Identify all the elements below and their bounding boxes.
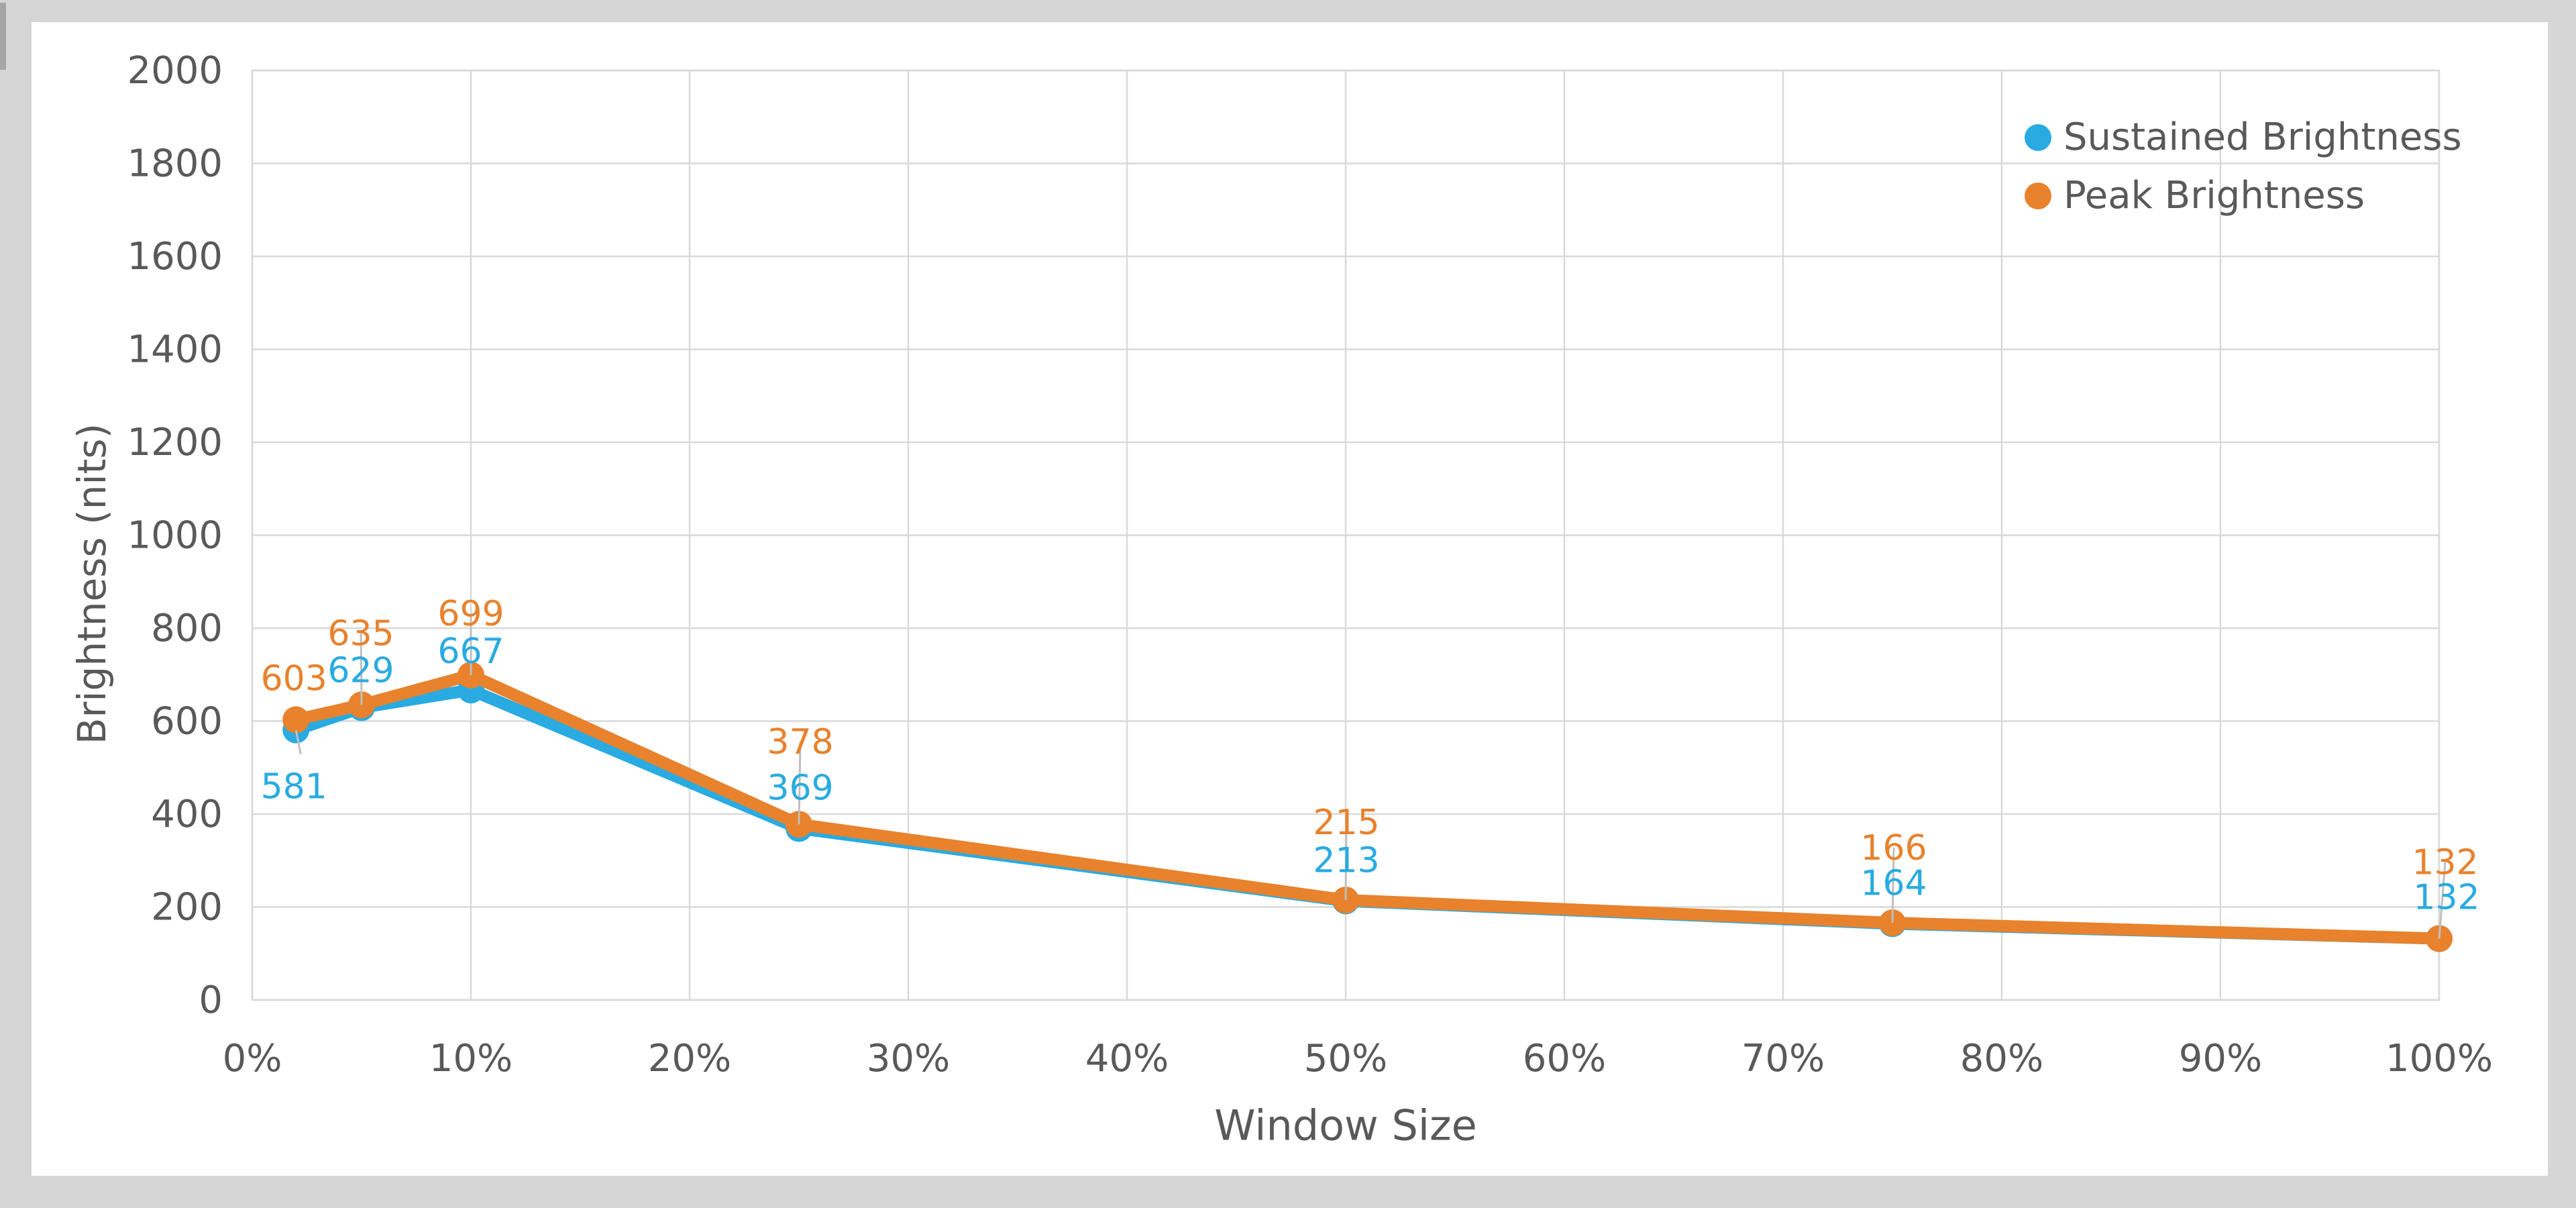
sustained-data-label: 667 — [437, 632, 504, 672]
sustained-data-label: 132 — [2413, 878, 2479, 918]
sustained-data-label: 369 — [767, 768, 833, 808]
y-axis-tick-label: 2000 — [127, 49, 223, 93]
y-axis-tick-label: 1400 — [127, 328, 223, 372]
y-axis-tick-label: 1000 — [127, 514, 223, 558]
x-axis-title: Window Size — [1214, 1101, 1477, 1150]
y-axis-title: Brightness (nits) — [69, 423, 115, 745]
legend-item: Peak Brightness — [2025, 166, 2462, 225]
sustained-data-label: 213 — [1313, 840, 1379, 880]
x-axis-tick-label: 30% — [867, 1037, 950, 1080]
peak-data-label: 699 — [437, 594, 504, 634]
x-axis-tick-label: 90% — [2179, 1037, 2262, 1080]
peak-data-label: 603 — [261, 658, 327, 699]
label-leader-line — [798, 742, 802, 825]
label-leader-line — [2438, 862, 2447, 939]
y-axis-tick-label: 1800 — [127, 142, 223, 186]
chart-panel — [32, 22, 2548, 1176]
x-axis-tick-label: 50% — [1304, 1037, 1387, 1080]
x-axis-tick-label: 20% — [648, 1037, 731, 1080]
peak-data-label: 166 — [1860, 828, 1927, 868]
legend-marker-icon — [2025, 123, 2051, 151]
chart-legend: Sustained Brightness Peak Brightness — [2025, 108, 2462, 225]
y-axis-tick-label: 0 — [199, 978, 223, 1022]
plot-border — [251, 69, 2440, 1001]
label-leader-line — [1891, 848, 1895, 923]
peak-data-label: 635 — [327, 613, 394, 654]
legend-marker-icon — [2025, 182, 2051, 209]
sustained-data-label: 629 — [327, 650, 394, 691]
x-axis-tick-label: 10% — [429, 1037, 513, 1080]
x-axis-tick-label: 70% — [1741, 1037, 1825, 1080]
y-axis-tick-label: 600 — [151, 700, 223, 744]
y-axis-tick-label: 1200 — [127, 421, 223, 464]
sustained-data-label: 581 — [261, 767, 327, 807]
label-leader-line — [294, 729, 302, 754]
peak-data-label: 132 — [2412, 843, 2478, 883]
label-leader-line — [360, 633, 363, 705]
data-point-marker — [282, 706, 310, 734]
legend-item: Sustained Brightness — [2025, 108, 2462, 166]
y-axis-tick-label: 400 — [151, 793, 223, 836]
legend-label: Sustained Brightness — [2063, 115, 2462, 159]
legend-label: Peak Brightness — [2063, 174, 2365, 217]
window-edge-artifact — [0, 3, 6, 70]
x-axis-tick-label: 100% — [2385, 1037, 2493, 1080]
peak-data-label: 378 — [767, 722, 833, 762]
x-axis-tick-label: 80% — [1960, 1037, 2043, 1080]
x-axis-tick-label: 60% — [1523, 1037, 1606, 1080]
y-axis-tick-label: 800 — [151, 607, 223, 650]
peak-data-label: 215 — [1313, 803, 1379, 843]
x-axis-tick-label: 0% — [223, 1037, 282, 1080]
sustained-data-label: 164 — [1860, 863, 1927, 903]
y-axis-tick-label: 200 — [151, 886, 223, 929]
x-axis-tick-label: 40% — [1085, 1037, 1169, 1080]
y-axis-tick-label: 1600 — [127, 235, 223, 279]
